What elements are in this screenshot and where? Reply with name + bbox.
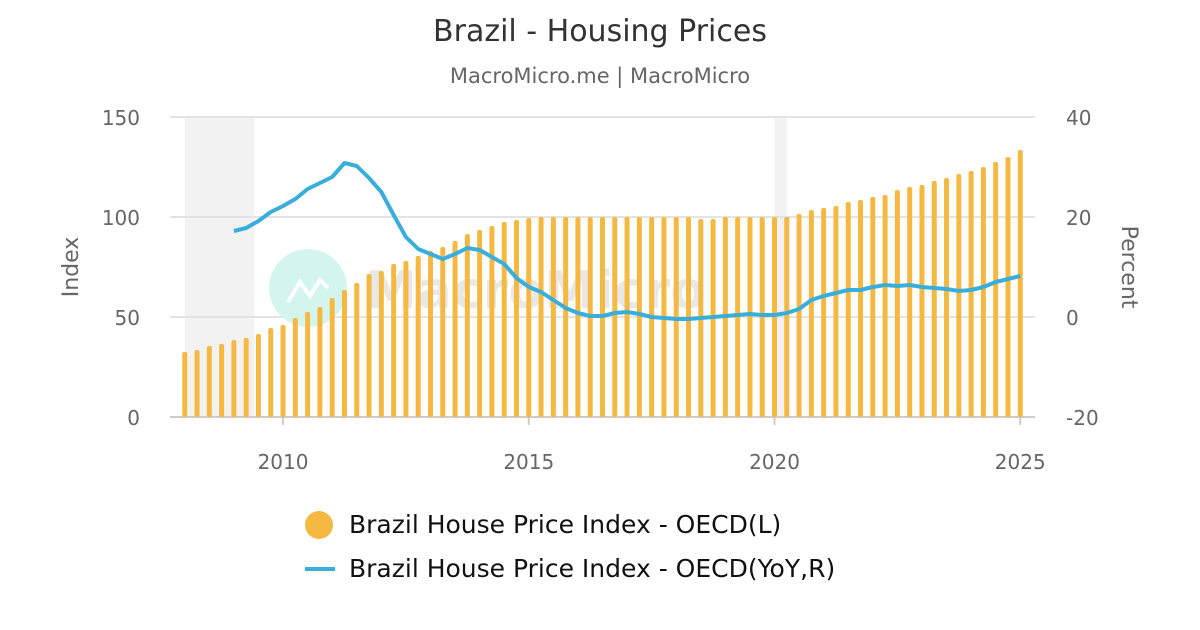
bar — [341, 290, 347, 417]
bar — [821, 208, 827, 417]
bar — [870, 197, 876, 417]
bar — [833, 206, 839, 417]
bar — [513, 220, 519, 417]
bar — [354, 283, 360, 417]
bar — [845, 202, 851, 417]
bar — [931, 181, 937, 417]
bar — [243, 338, 249, 417]
bar — [747, 217, 753, 417]
bar — [489, 226, 495, 417]
bar — [268, 328, 274, 417]
x-tick-label: 2010 — [258, 450, 309, 474]
watermark-logo-icon — [269, 249, 347, 327]
bar — [907, 187, 913, 417]
chart-title: Brazil - Housing Prices — [433, 14, 767, 49]
legend-label: Brazil House Price Index - OECD(YoY,R) — [349, 554, 836, 583]
bar — [550, 217, 556, 417]
left-axis-title: Index — [59, 237, 84, 298]
right-tick-label: 20 — [1066, 206, 1091, 230]
bar — [1005, 157, 1011, 417]
left-tick-label: 100 — [102, 206, 140, 230]
bar — [391, 264, 397, 417]
legend-line-icon — [305, 566, 335, 571]
x-tick-label: 2020 — [749, 450, 800, 474]
legend-item-yoy[interactable]: Brazil House Price Index - OECD(YoY,R) — [305, 554, 835, 583]
bar — [980, 167, 986, 417]
bar — [415, 256, 421, 417]
x-tick-label: 2025 — [995, 450, 1046, 474]
bar — [329, 298, 335, 417]
bar — [501, 222, 507, 417]
bar — [366, 274, 372, 417]
bar — [182, 352, 188, 417]
legend-dot-icon — [305, 510, 333, 539]
bar — [206, 346, 212, 417]
bar — [292, 318, 298, 417]
bar — [575, 217, 581, 417]
left-tick-label: 0 — [127, 406, 140, 430]
bar — [477, 230, 483, 417]
bar — [612, 217, 618, 417]
bar — [636, 217, 642, 417]
bar — [231, 340, 237, 417]
bar — [796, 214, 802, 417]
bar — [452, 241, 458, 417]
bar — [944, 178, 950, 417]
left-tick-label: 150 — [102, 106, 140, 130]
bar — [919, 185, 925, 417]
bar — [219, 344, 225, 417]
bar — [464, 234, 470, 417]
bar — [427, 251, 433, 417]
bar — [563, 217, 569, 417]
bar — [624, 217, 630, 417]
bar — [440, 247, 446, 417]
right-tick-label: -20 — [1066, 406, 1099, 430]
yoy-line — [233, 161, 1021, 321]
legend-item-index[interactable]: Brazil House Price Index - OECD(L) — [305, 510, 781, 539]
bar — [194, 350, 200, 417]
bar — [808, 210, 814, 417]
right-axis-title: Percent — [1116, 226, 1141, 309]
bar — [858, 200, 864, 417]
legend-label: Brazil House Price Index - OECD(L) — [349, 510, 782, 539]
right-tick-label: 0 — [1066, 306, 1079, 330]
bar — [956, 174, 962, 417]
x-tick-label: 2015 — [503, 450, 554, 474]
bar — [317, 307, 323, 417]
bar — [784, 217, 790, 417]
bar — [305, 312, 311, 417]
bar — [280, 325, 286, 417]
chart-subtitle: MacroMicro.me | MacroMicro — [449, 64, 751, 88]
left-tick-label: 50 — [115, 306, 140, 330]
bar — [894, 190, 900, 417]
bar — [378, 271, 384, 417]
bar — [882, 195, 888, 417]
bar — [403, 261, 409, 417]
recession-shade — [774, 117, 787, 417]
bar — [968, 171, 974, 417]
bar — [538, 217, 544, 417]
bar — [993, 162, 999, 417]
bar — [255, 334, 261, 417]
bar — [526, 218, 532, 417]
bar — [1017, 150, 1023, 417]
right-tick-label: 40 — [1066, 106, 1091, 130]
watermark-logo-icon — [286, 276, 330, 304]
